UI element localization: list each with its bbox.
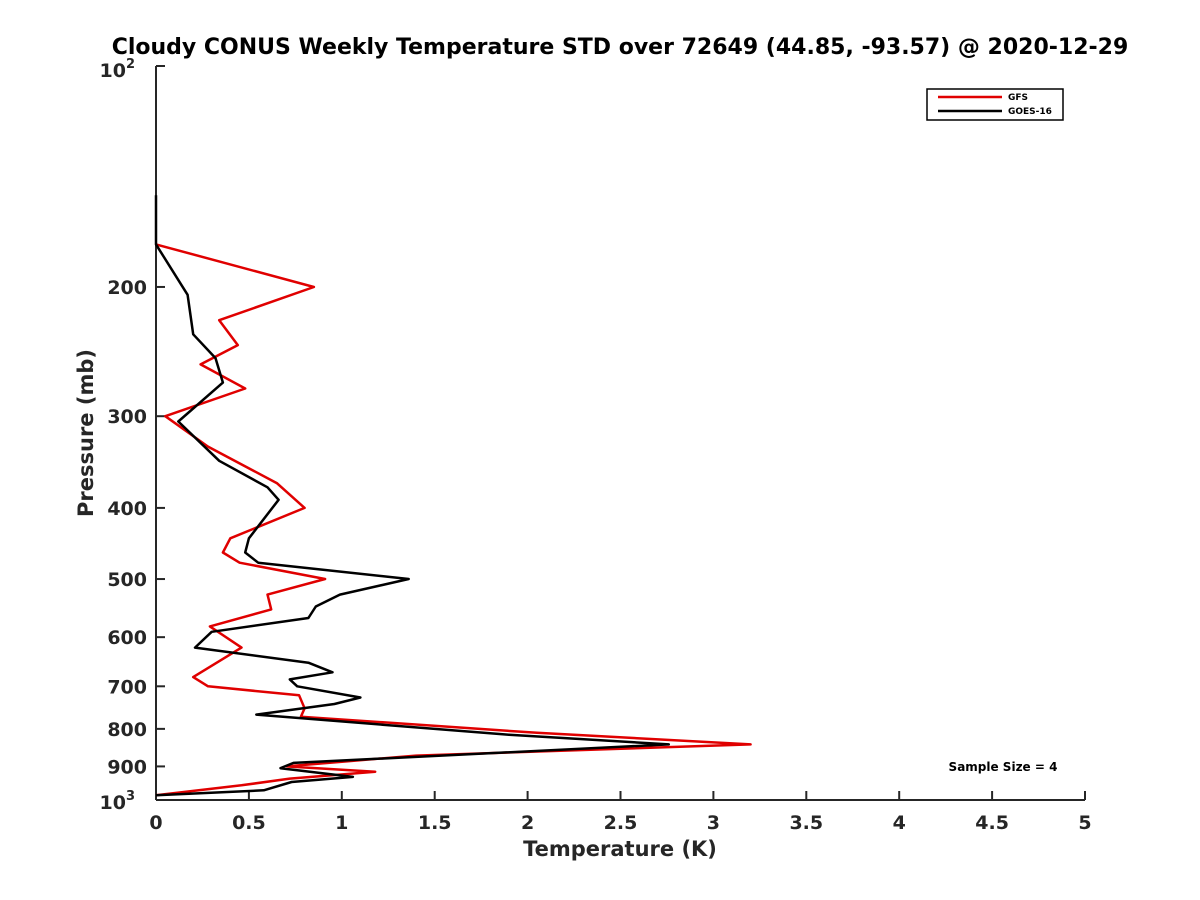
y-bottom-end-label: 103 xyxy=(100,789,136,814)
y-tick-label: 800 xyxy=(107,719,147,741)
y-tick-label: 500 xyxy=(107,569,147,591)
series-line-goes16 xyxy=(154,195,671,797)
x-tick-label: 5 xyxy=(1078,812,1091,834)
y-bottom-end-base: 10 xyxy=(100,792,126,814)
y-tick-label: 900 xyxy=(107,756,147,778)
chart-title: Cloudy CONUS Weekly Temperature STD over… xyxy=(112,35,1129,60)
legend: GFS GOES-16 xyxy=(926,88,1064,121)
y-tick-label: 700 xyxy=(107,676,147,698)
axes xyxy=(155,66,1085,801)
y-axis-label: Pressure (mb) xyxy=(74,349,98,517)
legend-label-gfs: GFS xyxy=(1008,93,1028,103)
y-ticks: 200 300 400 500 600 700 800 900 xyxy=(107,65,165,801)
y-tick-label: 300 xyxy=(107,406,147,428)
x-tick-label: 3.5 xyxy=(789,812,823,834)
series-line-gfs xyxy=(155,243,752,797)
x-tick-label: 2.5 xyxy=(604,812,638,834)
x-tick-label: 4.5 xyxy=(975,812,1009,834)
y-top-end-label: 102 xyxy=(100,57,136,82)
legend-box xyxy=(926,88,1064,121)
x-axis-label: Temperature (K) xyxy=(523,837,717,861)
y-top-end-exp: 2 xyxy=(126,57,135,72)
y-tick-label: 200 xyxy=(107,277,147,299)
y-bottom-end-exp: 3 xyxy=(126,789,135,804)
y-top-end-base: 10 xyxy=(100,60,126,82)
x-ticks: 0 0.5 1 1.5 2 2.5 3 3.5 4 4.5 5 xyxy=(149,791,1092,834)
x-tick-label: 2 xyxy=(521,812,534,834)
y-tick-label: 400 xyxy=(107,498,147,520)
series-layer xyxy=(154,195,752,797)
sample-size-annotation: Sample Size = 4 xyxy=(949,760,1058,774)
x-tick-label: 3 xyxy=(707,812,720,834)
x-tick-label: 1 xyxy=(335,812,348,834)
x-tick-label: 1.5 xyxy=(418,812,452,834)
x-tick-label: 4 xyxy=(893,812,906,834)
x-tick-label: 0.5 xyxy=(232,812,266,834)
x-tick-label: 0 xyxy=(149,812,162,834)
y-tick-label: 600 xyxy=(107,627,147,649)
legend-label-goes16: GOES-16 xyxy=(1008,107,1052,117)
